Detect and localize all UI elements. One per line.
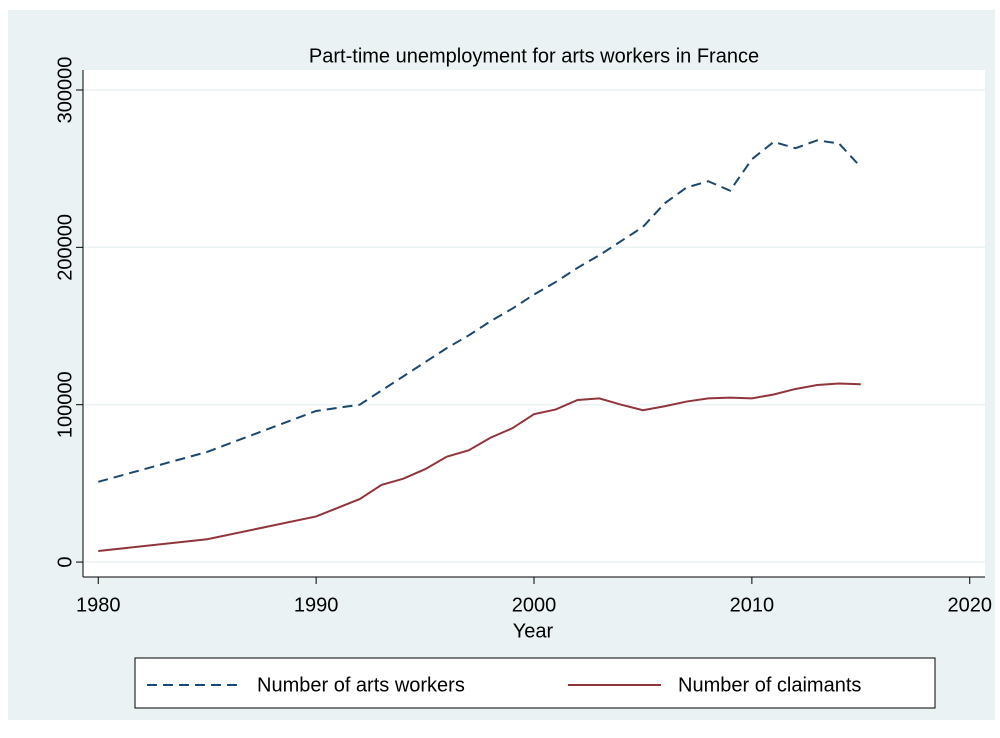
y-tick-label: 300000 xyxy=(54,57,76,124)
y-tick-label: 100000 xyxy=(54,371,76,438)
x-tick-label: 1980 xyxy=(76,594,121,616)
y-tick-label: 200000 xyxy=(54,214,76,281)
x-tick-label: 2000 xyxy=(512,594,557,616)
y-tick-label: 0 xyxy=(54,556,76,567)
legend-label: Number of claimants xyxy=(678,674,861,696)
legend-label: Number of arts workers xyxy=(257,674,465,696)
series-line xyxy=(97,139,862,483)
chart-title: Part-time unemployment for arts workers … xyxy=(309,45,759,67)
legend xyxy=(134,657,936,709)
x-tick-label: 2010 xyxy=(730,594,775,616)
plot-area xyxy=(83,70,985,577)
x-axis-title: Year xyxy=(513,620,554,642)
series-line xyxy=(98,382,861,553)
x-tick-label: 1990 xyxy=(294,594,339,616)
x-tick-label: 2020 xyxy=(947,594,992,616)
